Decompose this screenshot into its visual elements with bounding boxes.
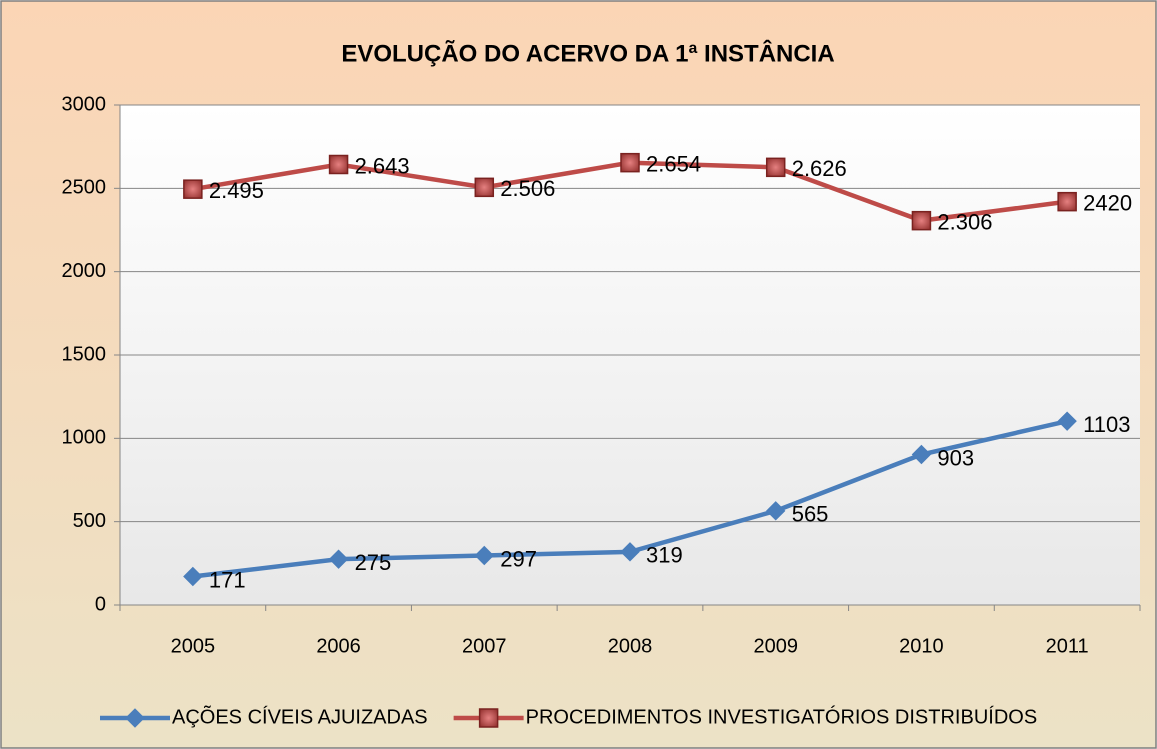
data-label: 2.495 xyxy=(209,178,264,203)
data-point xyxy=(765,157,786,178)
data-point xyxy=(328,154,349,175)
legend-label: PROCEDIMENTOS INVESTIGATÓRIOS DISTRIBUÍD… xyxy=(526,705,1038,728)
data-label: 565 xyxy=(792,502,829,527)
data-point xyxy=(1057,191,1077,212)
data-label: 2420 xyxy=(1083,190,1132,215)
data-label: 2.306 xyxy=(937,209,992,234)
data-point xyxy=(620,152,640,173)
y-tick-label: 1000 xyxy=(62,427,107,449)
x-tick-label: 2008 xyxy=(608,635,653,657)
y-tick-label: 2500 xyxy=(62,177,107,199)
data-label: 297 xyxy=(500,546,537,571)
data-point xyxy=(183,179,203,199)
data-label: 319 xyxy=(646,543,683,568)
data-point xyxy=(328,549,349,569)
data-label: 275 xyxy=(355,550,392,575)
y-tick-label: 500 xyxy=(73,510,106,532)
x-tick-label: 2007 xyxy=(462,635,507,657)
chart-title: EVOLUÇÃO DO ACERVO DA 1ª INSTÂNCIA xyxy=(341,39,834,67)
y-tick-label: 3000 xyxy=(62,93,107,115)
x-tick-label: 2010 xyxy=(899,635,944,657)
data-point xyxy=(474,177,495,198)
x-tick-label: 2005 xyxy=(171,635,216,657)
legend-marker xyxy=(125,708,145,728)
data-label: 903 xyxy=(937,445,974,470)
data-point xyxy=(620,542,640,562)
data-label: 171 xyxy=(209,567,246,592)
x-tick-label: 2009 xyxy=(753,635,798,657)
y-tick-label: 1500 xyxy=(62,343,107,365)
data-point xyxy=(183,566,203,587)
x-tick-label: 2011 xyxy=(1046,635,1089,657)
data-point xyxy=(474,545,494,566)
data-point xyxy=(911,210,932,231)
y-tick-label: 0 xyxy=(95,593,106,615)
data-point xyxy=(911,444,932,465)
x-tick-label: 2006 xyxy=(316,635,361,657)
data-point xyxy=(766,501,786,521)
legend-marker xyxy=(478,708,499,728)
legend-label: AÇÕES CÍVEIS AJUIZADAS xyxy=(172,704,428,728)
data-point xyxy=(1057,411,1077,431)
data-label: 2.506 xyxy=(500,176,555,201)
data-label: 2.654 xyxy=(646,151,701,176)
data-label: 2.626 xyxy=(792,156,847,181)
y-tick-label: 2000 xyxy=(62,260,107,282)
data-label: 2.643 xyxy=(355,153,410,178)
data-label: 1103 xyxy=(1083,412,1130,437)
